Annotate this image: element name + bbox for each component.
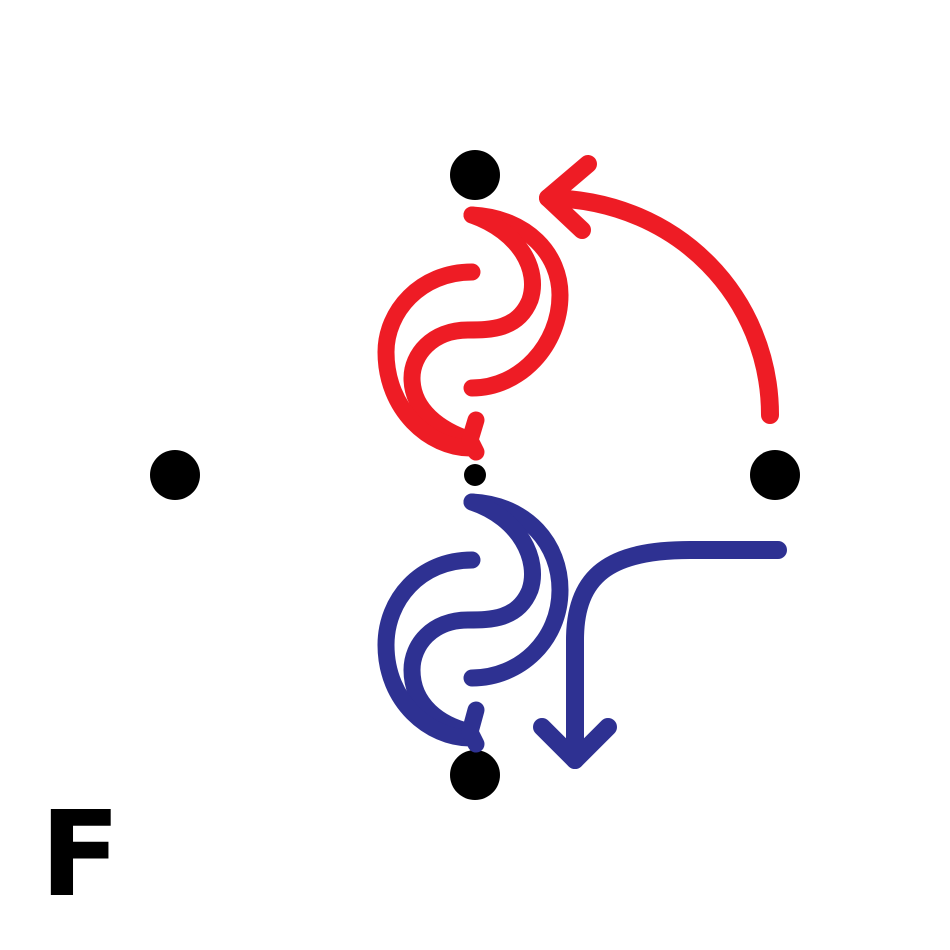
blue-double-spiral-arrow-icon bbox=[377, 493, 569, 753]
blue-spiral-tip bbox=[461, 701, 485, 753]
right-dot bbox=[750, 450, 800, 500]
left-dot bbox=[150, 450, 200, 500]
blue-spiral-left-strand bbox=[377, 551, 481, 747]
red-double-spiral-arrow-icon bbox=[377, 206, 569, 461]
red-spiral-tip bbox=[461, 411, 485, 461]
blue-bent-arrow-icon bbox=[533, 541, 787, 769]
red-arrow-head bbox=[539, 155, 597, 239]
red-spiral-outer-strand bbox=[463, 206, 569, 397]
blue-bend-shaft bbox=[566, 541, 787, 769]
top-dot bbox=[450, 150, 500, 200]
blue-spiral-inner-strand bbox=[403, 493, 541, 741]
red-spiral-left-strand bbox=[377, 263, 481, 457]
red-arc-shaft bbox=[539, 189, 779, 424]
blue-spiral-outer-strand bbox=[463, 493, 569, 687]
blue-arrow-head bbox=[533, 718, 617, 769]
center-dot bbox=[464, 464, 486, 486]
panel-label: F bbox=[40, 785, 121, 923]
red-spiral-inner-strand bbox=[403, 206, 541, 449]
bottom-dot bbox=[450, 750, 500, 800]
red-curved-arrow-icon bbox=[539, 155, 779, 424]
